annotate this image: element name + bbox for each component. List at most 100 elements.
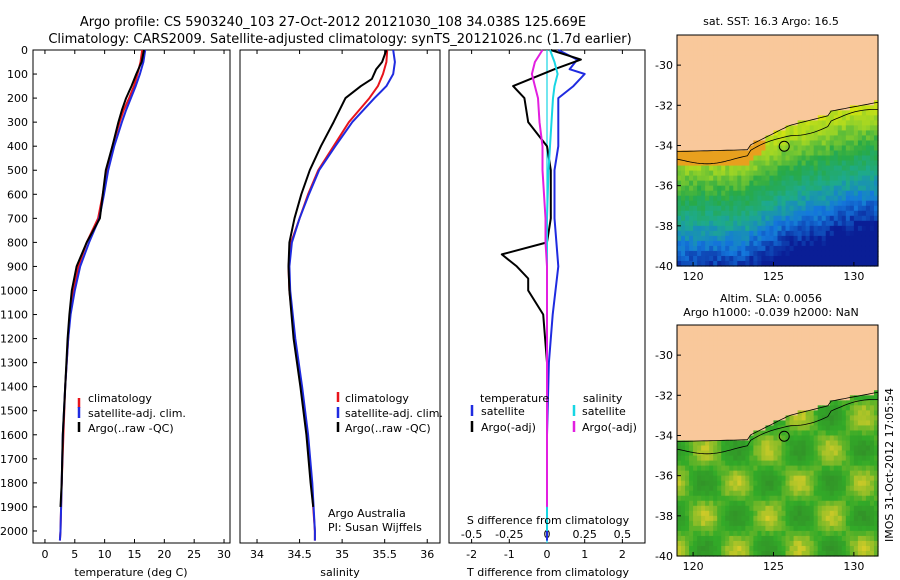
map-cell xyxy=(861,155,867,162)
map-cell xyxy=(821,155,827,162)
map-cell xyxy=(689,60,694,66)
map-cell xyxy=(697,255,702,262)
map-cell xyxy=(705,360,710,366)
map-cell xyxy=(809,510,815,517)
map-cell xyxy=(721,525,726,532)
map-cell xyxy=(697,470,702,477)
map-cell xyxy=(741,195,746,202)
map-cell xyxy=(797,170,803,177)
map-cell xyxy=(833,345,839,351)
map-cell xyxy=(873,415,879,422)
map-cell xyxy=(861,230,867,237)
map-cell xyxy=(733,465,738,472)
map-cell xyxy=(845,390,851,396)
map-cell xyxy=(837,525,843,532)
map-cell xyxy=(813,190,819,197)
coastline xyxy=(676,101,879,152)
map-cell xyxy=(717,350,722,356)
map-cell xyxy=(705,145,710,152)
map-cell xyxy=(809,395,815,401)
map-cell xyxy=(829,175,835,182)
map-cell xyxy=(753,200,758,207)
map-cell xyxy=(765,395,771,401)
map-cell xyxy=(813,350,819,356)
map-cell xyxy=(769,260,775,267)
map-cell xyxy=(717,165,722,172)
map-cell xyxy=(705,485,710,492)
map-cell xyxy=(797,480,803,487)
map-cell xyxy=(709,495,714,502)
map-cell xyxy=(689,385,694,391)
map-cell xyxy=(721,85,726,91)
map-cell xyxy=(765,550,771,557)
map-cell xyxy=(745,480,750,487)
map-cell xyxy=(817,465,823,472)
map-cell xyxy=(769,490,775,497)
map-cell xyxy=(861,205,867,212)
map-cell xyxy=(781,105,787,111)
map-cell xyxy=(737,540,742,547)
map-cell xyxy=(869,130,875,137)
map-cell xyxy=(809,340,815,346)
map-cell xyxy=(753,425,758,432)
map-cell xyxy=(873,440,879,447)
map-cell xyxy=(721,550,726,557)
map-cell xyxy=(861,340,867,346)
map-cell xyxy=(857,445,863,452)
map-cell xyxy=(781,425,787,432)
map-cell xyxy=(785,250,791,257)
map-cell xyxy=(745,255,750,262)
map-cell xyxy=(749,135,754,142)
map-cell xyxy=(853,120,859,126)
map-cell xyxy=(809,335,815,341)
map-cell xyxy=(813,165,819,172)
map-cell xyxy=(773,445,779,452)
map-cell xyxy=(837,150,843,157)
map-cell xyxy=(857,380,863,386)
map-cell xyxy=(805,140,811,147)
map-cell xyxy=(817,395,823,401)
map-cell xyxy=(733,150,738,157)
map-cell xyxy=(705,335,710,341)
ytick-label: 1700 xyxy=(0,453,28,466)
map-cell xyxy=(865,145,871,152)
map-cell xyxy=(773,260,779,267)
map-cell xyxy=(849,530,855,537)
map-cell xyxy=(853,235,859,242)
map-cell xyxy=(709,355,714,361)
map-cell xyxy=(753,490,758,497)
map-cell xyxy=(733,325,738,331)
map-cell xyxy=(729,390,734,396)
map-cell xyxy=(825,460,831,467)
map-cell xyxy=(725,425,730,432)
figure-title-line1: Argo profile: CS 5903240_103 27-Oct-2012… xyxy=(80,15,586,30)
xtick-label: 130 xyxy=(843,560,864,573)
map-cell xyxy=(857,470,863,477)
map-cell xyxy=(761,420,767,427)
ytick-label: 400 xyxy=(7,140,28,153)
map-cell xyxy=(853,175,859,182)
map-cell xyxy=(753,485,758,492)
map-cell xyxy=(849,175,855,182)
map-cell xyxy=(705,450,710,457)
map-cell xyxy=(745,215,750,222)
salinity-xticks: 34 34.5 35 35.5 36 xyxy=(250,50,434,561)
map-cell xyxy=(693,50,698,56)
map-cell xyxy=(813,40,819,46)
map-cell xyxy=(781,75,787,81)
map-cell xyxy=(825,490,831,497)
map-cell xyxy=(801,345,807,351)
map-cell xyxy=(753,180,758,187)
map-cell xyxy=(813,460,819,467)
map-cell xyxy=(681,530,686,537)
map-cell xyxy=(801,435,807,442)
map-cell xyxy=(689,140,694,147)
map-cell xyxy=(765,530,771,537)
map-cell xyxy=(677,535,682,542)
map-cell xyxy=(853,345,859,351)
map-cell xyxy=(761,205,767,212)
map-cell xyxy=(769,80,775,86)
map-cell xyxy=(805,330,811,336)
map-cell xyxy=(709,395,714,401)
map-cell xyxy=(729,365,734,371)
